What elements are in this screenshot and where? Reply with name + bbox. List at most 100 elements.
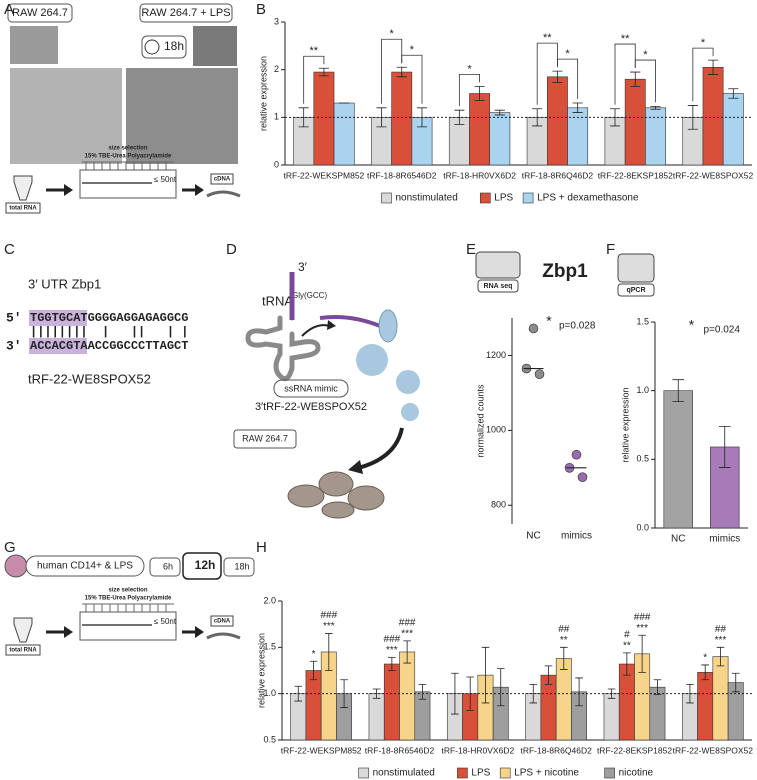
strand-end: 3′ [6,338,22,353]
point [534,369,545,379]
comb [82,161,174,170]
x-tick-label: tRF-18-8R6Q46D2 [522,170,594,180]
output-label: cDNA [214,619,231,625]
panel-label: G [4,539,16,556]
bar [540,674,557,741]
error-bar [731,672,740,693]
pairing: |||||||| | || | | [30,325,188,339]
cdna [206,632,241,640]
icon-label: RNA seq [484,283,513,290]
cell-label: RAW 264.7 [12,7,68,19]
utr-title: 3′ UTR Zbp1 [28,276,101,291]
panel-label: B [256,1,266,18]
time-label: 18h [234,561,249,571]
gel [79,169,177,199]
legend-label: nonstimulated [373,768,435,779]
significance: ** [621,33,630,45]
time-label: 18h [164,39,184,53]
vesicle [396,370,420,394]
bar [722,93,744,166]
bar [368,693,385,741]
error-bar [474,85,485,102]
error-bar [718,425,731,468]
sequence: TGGTGCATGGGGAGGAGAGGCG [30,311,188,325]
error-bar [298,107,309,128]
arrow [357,427,404,470]
label-box [5,644,41,656]
significance: * [546,313,552,329]
mimic-name: 3′tRF-22-WE8SPOX52 [255,401,367,413]
y-axis-label: normalized counts [475,384,485,458]
panel-c: 3′ UTR Zbp1 5′ TGGTGCATGGGGAGGAGAGGCG ||… [6,276,188,386]
significance: ### [634,612,651,623]
cell [318,471,354,497]
error-bar [650,105,661,110]
error-bar [559,646,568,670]
arrow [301,324,331,337]
panel-d: 3′ tRNA Gly(GCC) ssRNA mimic 3′tRF-22-WE… [233,260,420,519]
tube [13,175,33,201]
sequence: ACCACGTAACCGGCCCTTAGCT [30,339,188,353]
micrograph [193,26,237,66]
y-tick-label: 0.5 [636,454,649,464]
error-bar [701,664,710,681]
significance: ## [715,624,727,635]
point [577,472,588,482]
error-bar [575,677,583,707]
y-tick-label: 0.5 [263,734,276,744]
error-bar [481,646,490,704]
label-box [25,555,145,577]
error-bar [340,679,348,708]
bar [712,656,729,741]
error-bar [454,109,465,125]
label-box [273,379,349,398]
legend-swatch [381,192,392,204]
bar [399,651,416,741]
micrograph [10,68,122,164]
y-tick-label: 1.0 [263,688,276,698]
x-tick-label: tRF-18-8R6546D2 [365,745,435,755]
significance: ## [558,624,570,635]
sequencer-icon [475,251,521,279]
cell [287,484,325,508]
bar [489,112,511,166]
cell-label: RAW 264.7 + LPS [141,7,230,19]
protocol-step: 15% TBE-Urea Polyacrylamide [85,154,172,160]
label-box [617,283,655,297]
bar [645,107,666,166]
arrowhead [195,184,204,196]
significance: ** [310,45,319,57]
comb [82,603,174,612]
cell-label: RAW 264.7 [242,433,288,443]
strand-end: 5′ [6,310,22,325]
p-value: p=0.028 [559,321,596,332]
significance: * [467,63,472,75]
label-box [139,3,233,23]
error-bar [609,108,621,127]
error-bar [496,668,505,707]
error-bar [309,660,318,681]
legend-label: LPS [471,768,490,779]
significance: * [643,49,648,61]
bar [649,686,666,741]
significance: * [689,317,695,333]
x-tick-label: mimics [709,534,740,545]
error-bar [728,88,739,99]
error-bar [686,684,694,704]
error-bar [638,634,646,673]
bar [313,71,335,166]
significance: ** [623,641,631,652]
error-bar [403,640,411,664]
error-bar [572,102,583,113]
significance: ** [543,32,552,44]
strand-end: 3′ [298,260,308,274]
bracket [458,73,480,107]
x-tick-label: tRF-22-WE8SPOX52 [673,745,754,755]
x-tick-label: tRF-18-8R6546D2 [367,170,437,180]
label-box [5,202,41,214]
vesicle [356,344,388,376]
time-box [223,557,255,577]
protocol-a: total RNA size selection 15% TBE-Urea Po… [5,146,241,214]
significance: ### [384,634,401,645]
